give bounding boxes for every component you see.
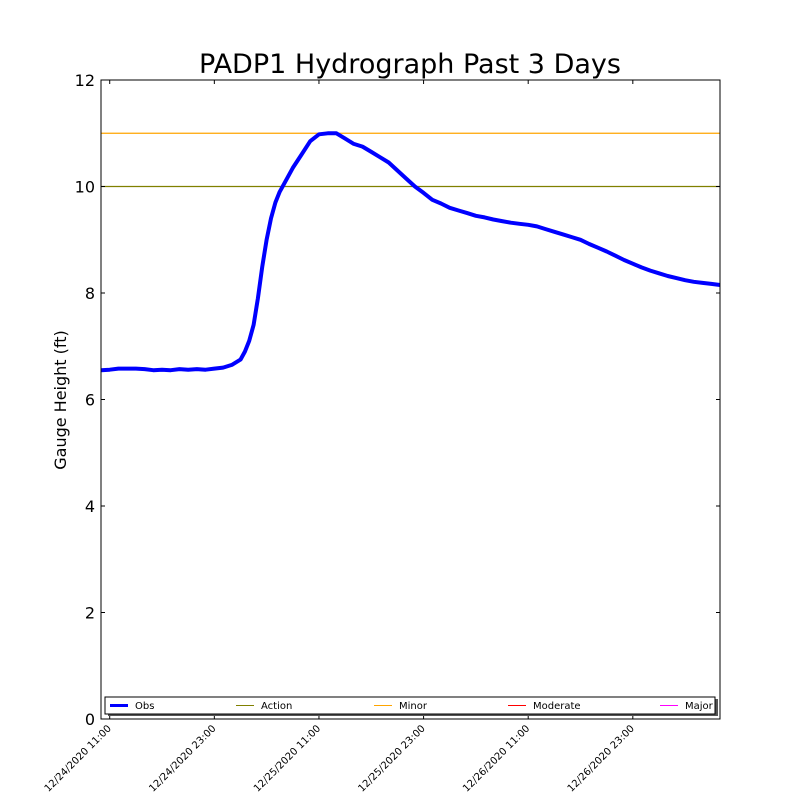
legend-items: Obs Action Minor Moderate Major bbox=[110, 701, 714, 712]
threshold-lines bbox=[101, 132, 720, 188]
y-tick-label: 8 bbox=[85, 284, 95, 303]
x-tick-label: 12/25/2020 11:00 bbox=[252, 723, 323, 794]
legend-box bbox=[104, 696, 716, 715]
y-tick-label: 2 bbox=[85, 604, 95, 623]
legend: Obs Action Minor Moderate Major bbox=[104, 696, 718, 716]
y-axis: 0 2 4 6 8 10 12 bbox=[75, 71, 720, 729]
x-tick-label: 12/26/2020 23:00 bbox=[566, 723, 637, 794]
series-line-obs bbox=[100, 131, 721, 373]
series-lines bbox=[100, 131, 721, 373]
y-tick-label: 6 bbox=[85, 391, 95, 410]
legend-label-moderate: Moderate bbox=[533, 701, 581, 712]
chart-title: PADP1 Hydrograph Past 3 Days bbox=[199, 49, 621, 80]
x-axis: 12/24/2020 11:00 12/24/2020 23:00 12/25/20… bbox=[43, 80, 637, 795]
legend-label-minor: Minor bbox=[399, 701, 428, 712]
x-tick-label: 12/24/2020 11:00 bbox=[43, 723, 114, 794]
legend-label-action: Action bbox=[261, 701, 292, 712]
legend-label-major: Major bbox=[685, 701, 714, 712]
y-tick-label: 10 bbox=[75, 178, 95, 197]
y-tick-label: 4 bbox=[85, 497, 95, 516]
plot-area bbox=[100, 79, 721, 720]
y-axis-label: Gauge Height (ft) bbox=[51, 330, 70, 470]
x-tick-label: 12/26/2020 11:00 bbox=[461, 723, 532, 794]
y-tick-label: 0 bbox=[85, 710, 95, 729]
legend-label-obs: Obs bbox=[135, 701, 154, 712]
y-tick-label: 12 bbox=[75, 71, 95, 90]
x-tick-label: 12/25/2020 23:00 bbox=[357, 723, 428, 794]
x-tick-label: 12/24/2020 23:00 bbox=[147, 723, 218, 794]
plot-frame bbox=[100, 79, 721, 720]
